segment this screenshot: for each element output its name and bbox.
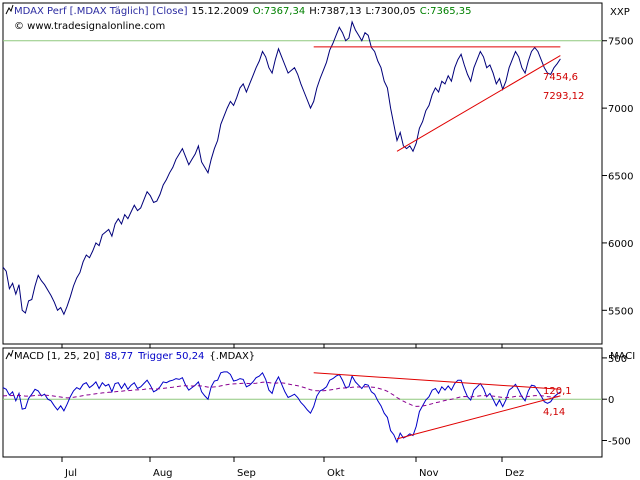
header-high: H:7387,13 [309,6,361,17]
trigger-series-line [2,381,561,407]
month-label: Nov [419,468,439,479]
time-axis: Jul Aug Sep Okt Nov Dez [61,344,524,479]
price-plot-frame [2,2,603,345]
watermark: © www.tradesignalonline.com [14,21,165,32]
header-low: L:7300,05 [365,6,415,17]
price-series-line [2,20,561,316]
macd-value: 88,77 [104,351,133,362]
macd-annotation-lower: 4,14 [543,407,565,418]
macd-trendline [313,372,561,390]
macd-instrument: {.MDAX} [209,351,255,362]
macd-annotation-upper: 120,1 [543,386,572,397]
macd-series-line [2,371,561,444]
macd-header: MACD [1, 25, 20] 88,77 Trigger 50,24 {.MDAX… [14,351,255,362]
macd-title: MACD [1, 25, 20] [14,351,100,362]
header-field: [Close] [152,6,187,17]
price-chart-header: MDAX Perf [.MDAX Täglich] [Close] 15.12.20… [14,6,471,17]
month-label: Aug [153,468,173,479]
price-ytick-label: 6000 [608,239,633,250]
month-label: Dez [505,468,524,479]
macd-plot-frame [2,347,603,458]
line-chart-icon [5,4,14,15]
header-symbol: MDAX Perf [.MDAX Täglich] [14,6,149,17]
macd-axis-name: MACI [610,351,635,362]
macd-ytick-label: -500 [608,436,631,447]
macd-ytick-label: 0 [608,395,614,406]
macd-panel: 500 0 -500 120,1 4,14 MACI MACD [1, 25, 20] 88,… [2,347,635,458]
price-trendline [396,55,561,152]
macd-trendline [396,395,561,440]
price-panel: 5500 6000 6500 7000 7500 7454,6 7293,12 XXP MDAX… [2,2,633,345]
price-ytick-label: 6500 [608,172,633,183]
header-open: O:7367,34 [253,6,305,17]
month-label: Jul [64,468,77,479]
trigger-value: Trigger 50,24 [137,351,204,362]
price-ytick-label: 7000 [608,104,633,115]
macd-ytick-label: 500 [608,354,627,365]
month-label: Okt [327,468,345,479]
support-annotation: 7293,12 [543,91,584,102]
resistance-annotation: 7454,6 [543,72,578,83]
month-label: Sep [237,468,256,479]
price-axis-name: XXP [610,7,630,18]
price-ytick-label: 5500 [608,306,633,317]
header-date: 15.12.2009 [192,6,249,17]
header-close: C:7365,35 [420,6,472,17]
line-chart-icon [5,349,14,360]
price-ytick-label: 7500 [608,37,633,48]
